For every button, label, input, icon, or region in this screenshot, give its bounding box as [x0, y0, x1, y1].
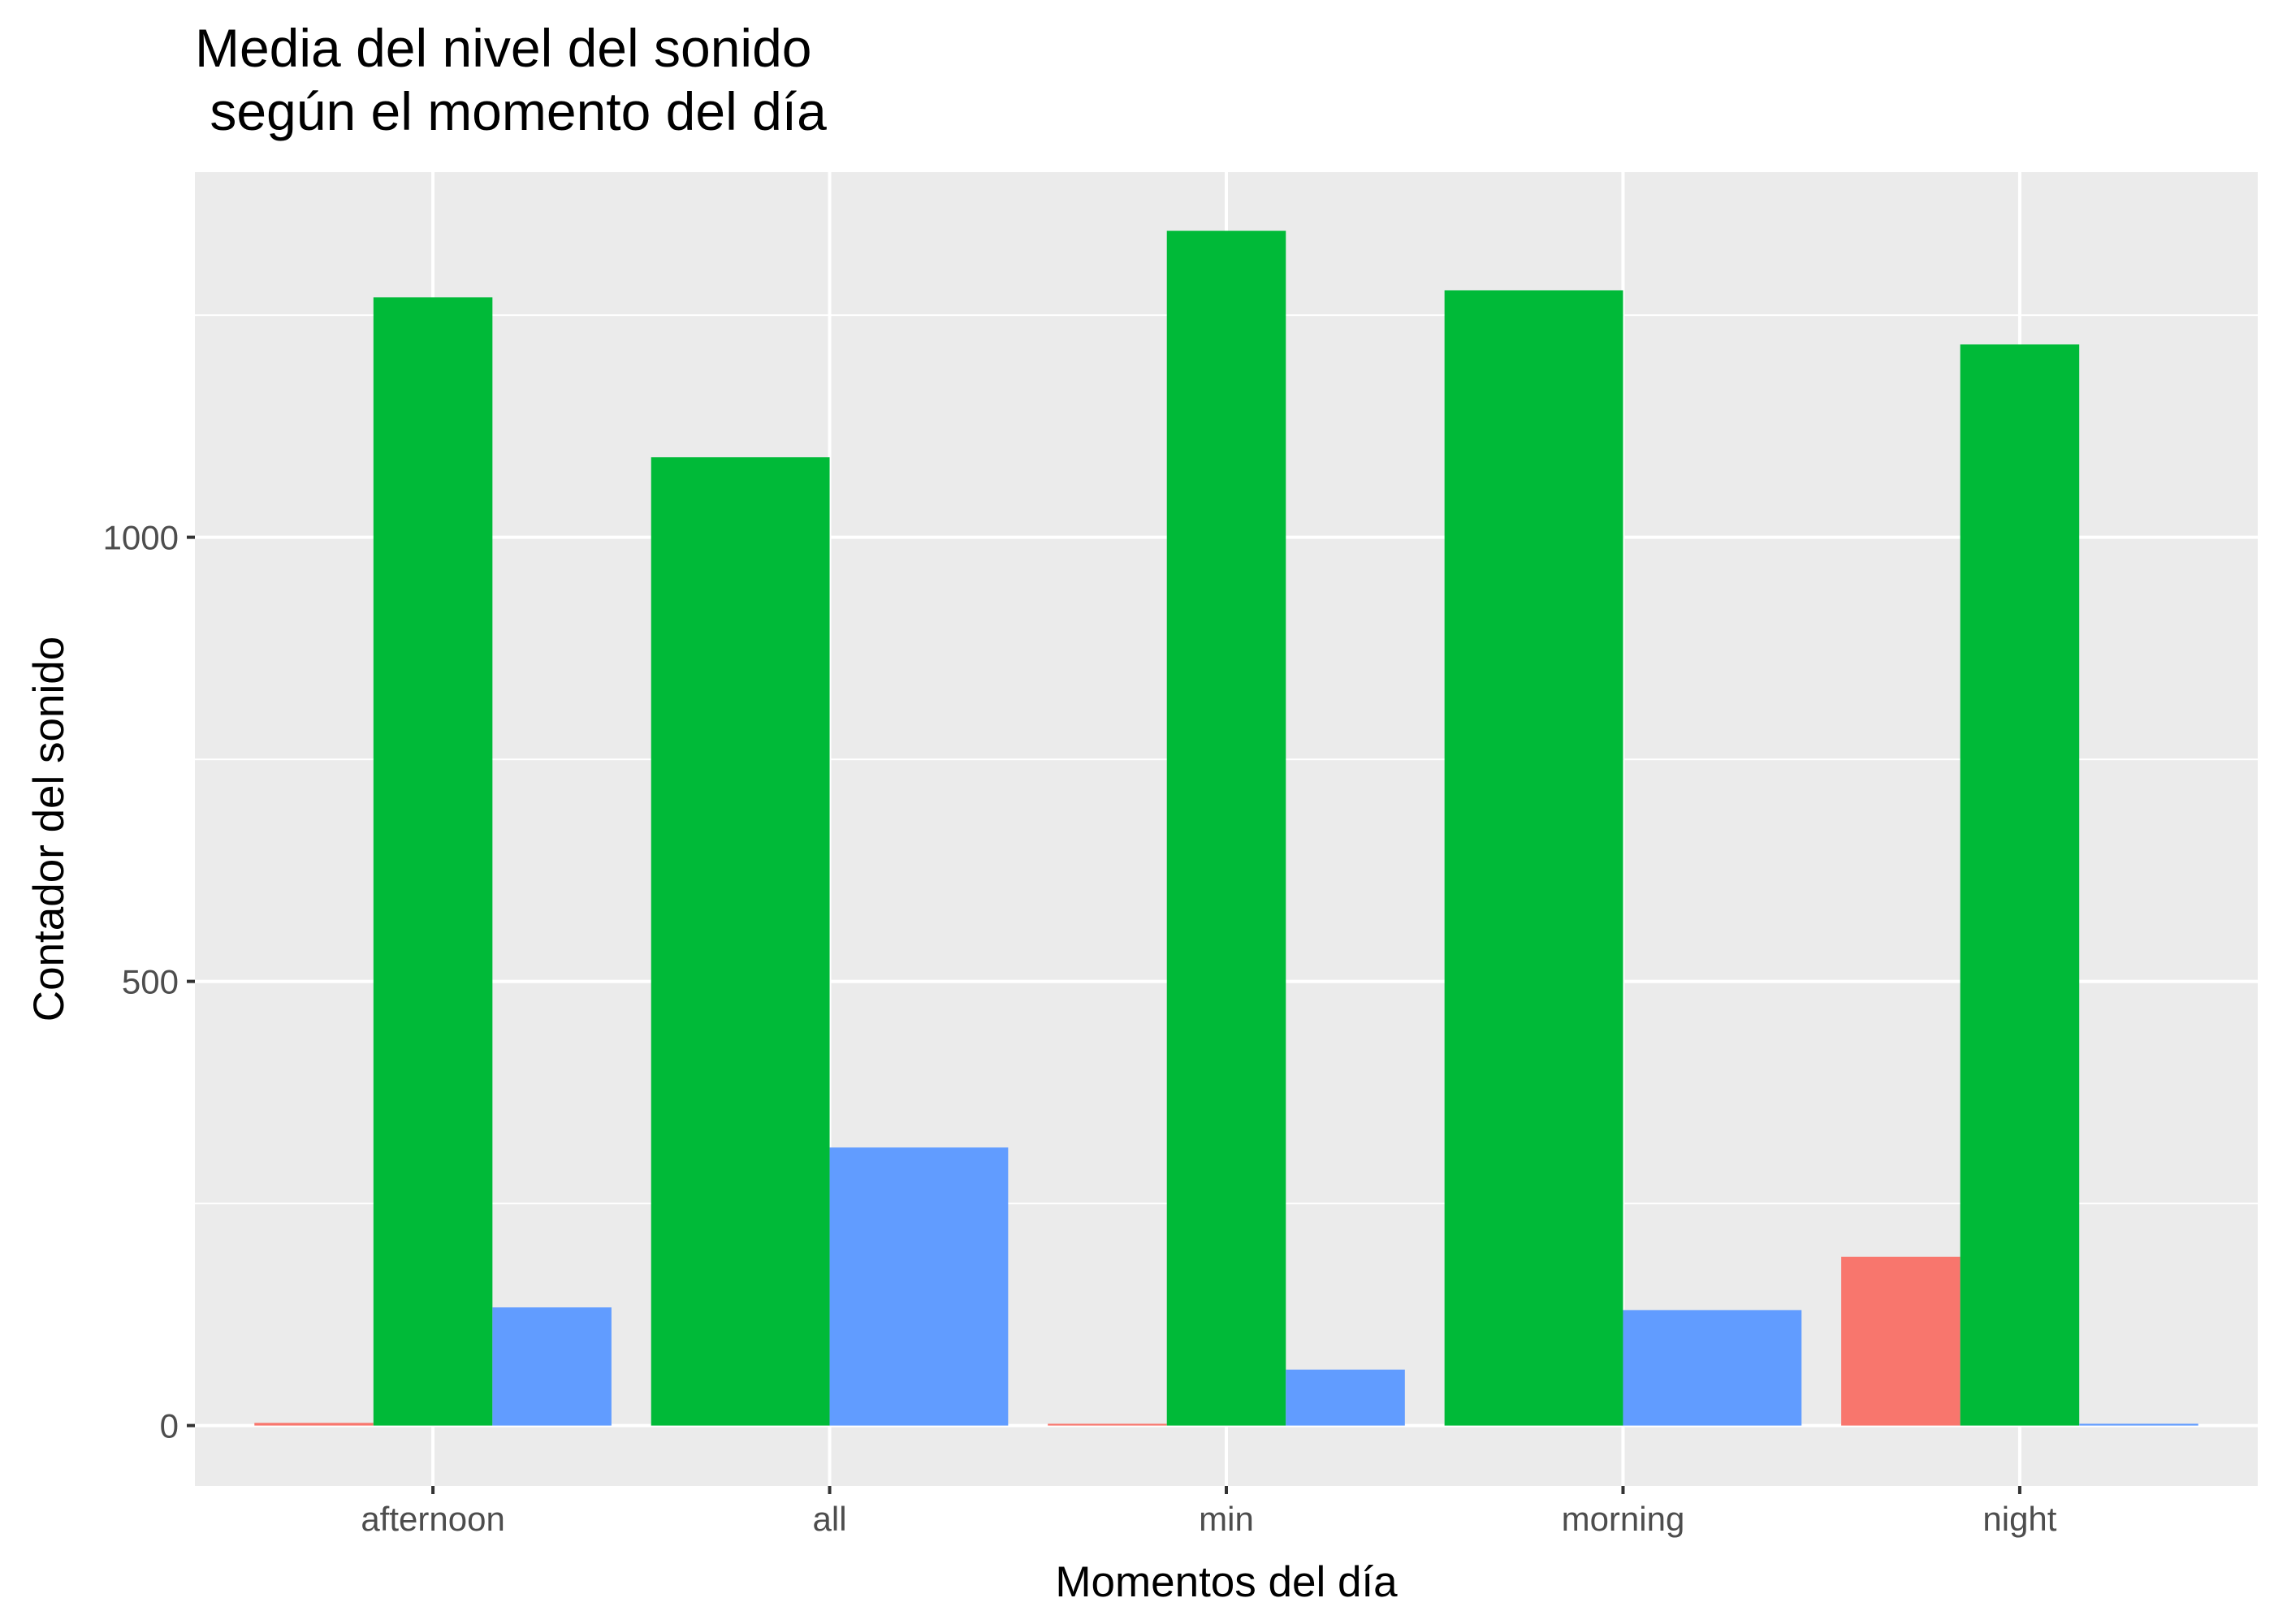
- chart-title-line-1: Media del nivel del sonido: [195, 18, 811, 78]
- bar-morning-series-2: [1444, 290, 1623, 1426]
- bar-min-series-3: [1286, 1369, 1405, 1426]
- bar-min-series-2: [1166, 231, 1286, 1426]
- chart-title-line-2: según el momento del día: [195, 81, 827, 141]
- bar-night-series-3: [2079, 1423, 2198, 1426]
- x-tick-label: morning: [1562, 1500, 1685, 1538]
- y-tick-label: 500: [122, 963, 179, 1001]
- bar-all-series-3: [829, 1147, 1009, 1426]
- bar-all-series-2: [651, 457, 830, 1426]
- y-tick-label: 1000: [103, 519, 179, 557]
- bar-afternoon-series-3: [492, 1307, 612, 1426]
- bar-night-series-1: [1841, 1256, 1961, 1426]
- y-axis-ticks: 0 500 1000: [103, 519, 195, 1445]
- x-axis-title: Momentos del día: [1055, 1558, 1398, 1606]
- x-tick-label: afternoon: [361, 1500, 504, 1538]
- y-axis-title: Contador del sonido: [25, 637, 73, 1021]
- x-axis-ticks: afternoon all min morning night: [361, 1486, 2057, 1538]
- bars: [254, 231, 2198, 1426]
- bar-min-series-1: [1048, 1423, 1167, 1426]
- x-tick-label: min: [1199, 1500, 1254, 1538]
- bar-night-series-2: [1960, 344, 2080, 1426]
- bar-afternoon-series-1: [254, 1423, 374, 1426]
- x-tick-label: all: [813, 1500, 847, 1538]
- y-tick-label: 0: [160, 1407, 179, 1445]
- bar-afternoon-series-2: [373, 297, 493, 1426]
- x-tick-label: night: [1982, 1500, 2056, 1538]
- bar-morning-series-3: [1623, 1310, 1802, 1426]
